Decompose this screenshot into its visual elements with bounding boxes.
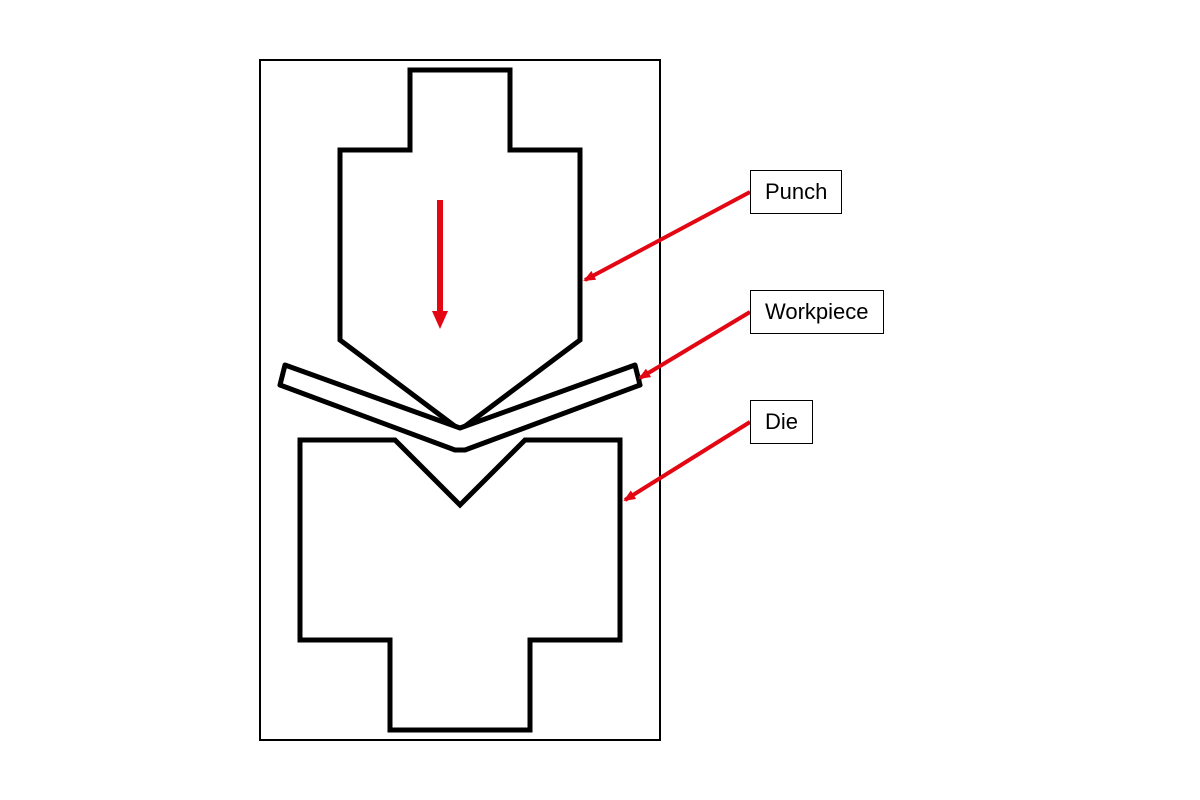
label-punch: Punch	[750, 170, 842, 214]
label-die: Die	[750, 400, 813, 444]
diagram-canvas: Punch Workpiece Die	[0, 0, 1200, 800]
diagram-svg	[0, 0, 1200, 800]
label-workpiece: Workpiece	[750, 290, 884, 334]
